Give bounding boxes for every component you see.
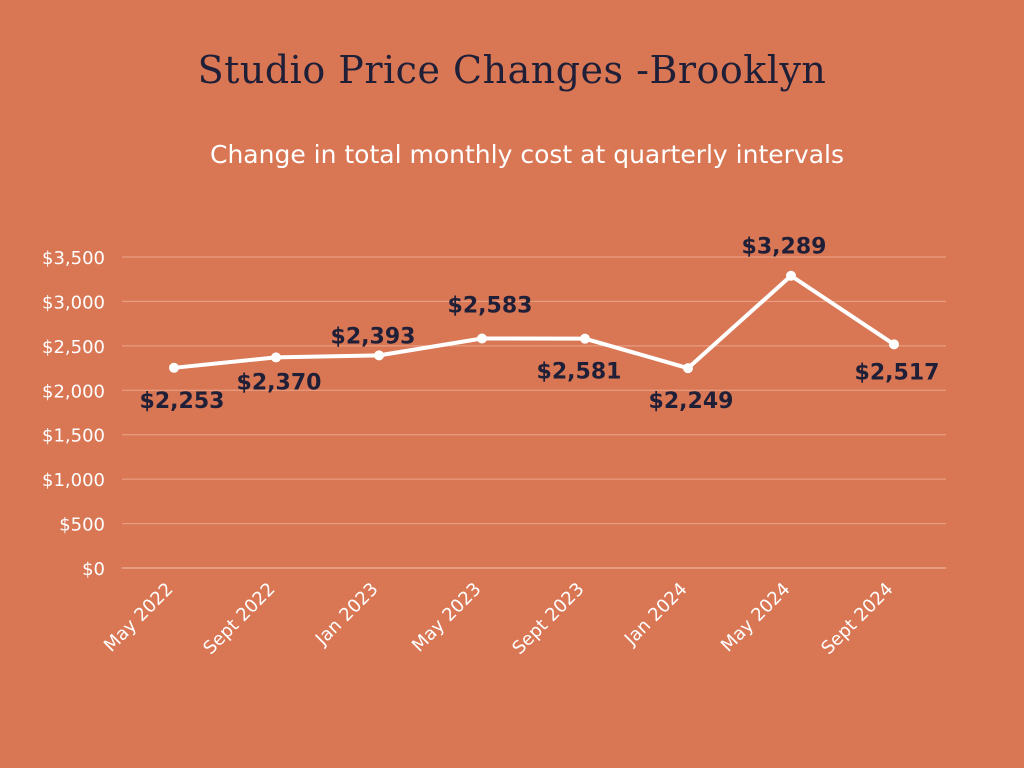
data-point [477, 333, 487, 344]
data-label: $2,581 [537, 360, 622, 385]
x-tick-label: Jan 2024 [620, 579, 692, 651]
data-label: $2,370 [237, 370, 322, 395]
y-tick-label: $0 [82, 559, 105, 580]
y-tick-label: $2,000 [42, 381, 105, 402]
y-tick-label: $1,000 [42, 470, 105, 491]
series-path [172, 273, 896, 371]
y-tick-label: $2,500 [42, 337, 105, 358]
data-point [889, 339, 899, 350]
x-tick-label: Sept 2024 [817, 579, 897, 659]
x-axis: May 2022 Sept 2022 Jan 2023 May 2023 Sept 20… [100, 579, 898, 659]
data-point [580, 333, 590, 344]
data-point [683, 363, 693, 374]
chart-title: Studio Price Changes -Brooklyn [197, 48, 827, 92]
data-label: $2,583 [448, 293, 533, 318]
data-label: $2,249 [649, 389, 734, 414]
data-point [374, 350, 384, 361]
x-tick-label: Sept 2023 [508, 579, 588, 659]
data-label: $2,517 [855, 360, 940, 385]
data-labels: $2,253 $2,370 $2,393 $2,583 $2,581 $2,249 $3,2… [140, 235, 940, 414]
x-tick-label: Sept 2022 [199, 579, 279, 659]
gridlines [122, 256, 946, 569]
y-tick-label: $1,500 [42, 426, 105, 447]
data-point [786, 270, 796, 281]
data-label: $2,393 [331, 324, 416, 349]
y-tick-label: $500 [59, 515, 105, 536]
series-line [169, 270, 899, 374]
x-tick-label: May 2022 [100, 579, 178, 657]
chart-subtitle: Change in total monthly cost at quarterl… [209, 140, 845, 169]
y-axis: $0 $500 $1,000 $1,500 $2,000 $2,500 $3,000 $3,5… [42, 248, 105, 580]
x-tick-label: May 2024 [717, 579, 795, 657]
y-tick-label: $3,000 [42, 292, 105, 313]
x-tick-label: Jan 2023 [311, 579, 383, 651]
y-tick-label: $3,500 [42, 248, 105, 269]
data-label: $3,289 [742, 235, 827, 260]
data-point [271, 352, 281, 363]
data-point [169, 362, 179, 373]
data-label: $2,253 [140, 389, 225, 414]
x-tick-label: May 2023 [408, 579, 486, 657]
